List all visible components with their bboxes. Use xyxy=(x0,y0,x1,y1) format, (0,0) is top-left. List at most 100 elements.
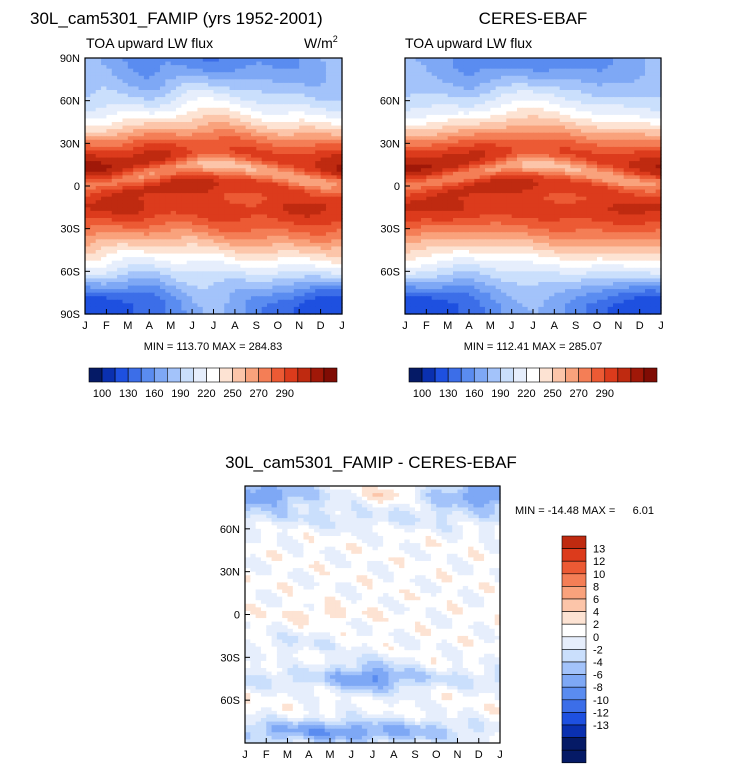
model-cell xyxy=(309,65,316,70)
obs-cell xyxy=(426,114,433,120)
model-cell xyxy=(165,104,172,109)
model-cell xyxy=(101,68,108,73)
obs-cell xyxy=(581,90,587,95)
obs-cell xyxy=(410,90,417,95)
model-cell xyxy=(106,203,113,208)
model-cell xyxy=(315,282,322,287)
obs-cell xyxy=(415,146,422,152)
obs-cell xyxy=(517,100,523,105)
obs-cell xyxy=(607,68,614,73)
model-cell xyxy=(117,250,124,255)
model-cell xyxy=(170,303,177,308)
model-cell xyxy=(90,161,97,166)
obs-cell xyxy=(613,161,619,166)
model-cell xyxy=(250,232,257,237)
model-cell xyxy=(170,221,177,226)
obs-cell xyxy=(538,157,545,162)
model-cell xyxy=(213,296,220,301)
model-cell xyxy=(320,250,327,255)
obs-cell xyxy=(639,65,646,70)
model-cell xyxy=(272,178,279,184)
model-cell xyxy=(170,97,177,102)
model-cell xyxy=(154,296,161,301)
model-cell xyxy=(240,186,247,191)
model-cell xyxy=(149,246,156,251)
model-cell xyxy=(218,253,225,258)
model-cell xyxy=(149,139,156,144)
obs-cell xyxy=(405,157,411,162)
model-cell xyxy=(309,271,316,276)
model-cell xyxy=(133,274,140,280)
model-cell xyxy=(272,267,279,272)
model-cell xyxy=(101,58,108,63)
model-cell xyxy=(224,125,231,130)
obs-cell xyxy=(490,86,497,91)
obs-cell xyxy=(602,65,609,70)
model-cell xyxy=(250,122,257,127)
model-cell xyxy=(149,250,156,255)
model-cell xyxy=(229,218,236,223)
model-cell xyxy=(138,90,145,95)
model-cell xyxy=(176,274,182,280)
model-cell xyxy=(106,161,113,166)
obs-cell xyxy=(405,58,411,63)
model-cell xyxy=(117,122,124,127)
obs-cell xyxy=(405,90,411,95)
model-cell xyxy=(138,282,145,287)
obs-cell xyxy=(570,118,577,123)
obs-cell xyxy=(474,93,481,98)
obs-cell xyxy=(511,79,518,84)
model-cell xyxy=(288,264,295,269)
obs-cell xyxy=(565,129,571,134)
obs-cell xyxy=(415,129,422,134)
model-cell xyxy=(309,260,316,265)
model-cell xyxy=(143,292,150,297)
model-cell xyxy=(245,114,252,120)
model-cell xyxy=(111,104,118,109)
obs-cell xyxy=(501,75,507,80)
obs-cell xyxy=(517,122,523,127)
model-y-tick-label: 30N xyxy=(60,138,80,150)
model-cell xyxy=(288,164,295,169)
model-cell xyxy=(117,235,124,240)
model-cell xyxy=(283,278,290,283)
model-cell xyxy=(165,93,172,98)
model-cell xyxy=(218,150,225,155)
model-cell xyxy=(143,65,150,70)
model-cell xyxy=(283,299,290,304)
model-cell xyxy=(229,278,236,283)
model-cell xyxy=(186,107,193,112)
model-cell xyxy=(213,118,220,123)
obs-cell xyxy=(495,150,502,155)
model-cell xyxy=(181,207,188,212)
model-cell xyxy=(213,242,220,248)
model-cell xyxy=(256,292,263,297)
model-cell xyxy=(240,79,247,84)
model-cell xyxy=(320,242,327,248)
obs-cell xyxy=(607,65,614,70)
model-cell xyxy=(267,303,273,308)
obs-cell xyxy=(437,79,443,84)
obs-cell xyxy=(554,104,561,109)
model-cell xyxy=(122,299,129,304)
model-cell xyxy=(288,274,295,280)
obs-cell xyxy=(597,139,603,144)
model-cell xyxy=(320,82,327,88)
obs-cell xyxy=(495,122,502,127)
obs-cell xyxy=(485,79,491,84)
model-cell xyxy=(213,129,220,134)
model-cell xyxy=(202,90,209,95)
model-cell xyxy=(325,139,332,144)
model-cell xyxy=(181,65,188,70)
model-cell xyxy=(299,253,306,258)
model-cell xyxy=(250,225,257,230)
model-cell xyxy=(85,196,91,201)
model-cell xyxy=(293,79,300,84)
model-cell xyxy=(95,250,102,255)
obs-cell xyxy=(581,61,587,66)
model-cell xyxy=(106,107,113,112)
model-cell xyxy=(293,111,300,116)
model-cell xyxy=(197,164,204,169)
model-cell xyxy=(304,107,311,112)
model-cell xyxy=(288,136,295,141)
